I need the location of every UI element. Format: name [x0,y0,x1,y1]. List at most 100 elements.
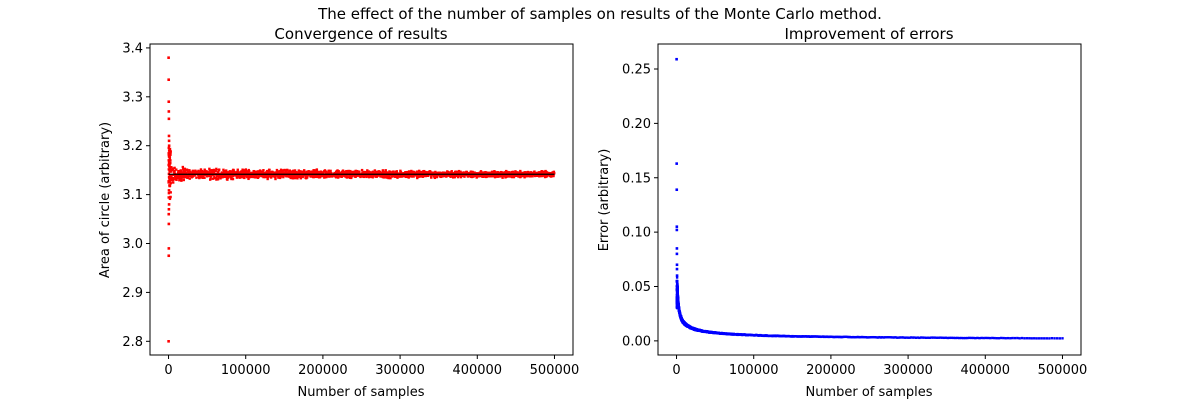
outlier-point [167,134,171,138]
data-point [477,175,480,178]
data-point [208,169,212,172]
data-point [863,335,866,339]
data-point [366,174,370,178]
data-point [289,175,293,179]
data-point [297,173,300,177]
data-point [188,177,191,180]
data-point [918,336,921,340]
data-point [496,175,500,178]
data-point [457,172,460,175]
outlier-point [167,212,171,216]
data-point [898,336,902,339]
data-point [288,169,292,172]
data-point [954,336,957,340]
data-point [464,172,468,175]
data-point [433,175,437,178]
data-point [242,173,245,177]
data-point [186,176,190,179]
data-point [485,175,488,178]
data-point [493,175,497,179]
outlier-point [167,203,171,206]
data-point [864,335,868,339]
data-point [167,153,171,156]
data-point [1016,336,1019,340]
data-point [1055,337,1059,340]
outlier-point [167,207,171,211]
data-point [199,168,203,171]
data-point [334,176,338,179]
data-point [1000,336,1003,340]
data-point [313,169,317,172]
data-point [434,170,437,174]
data-point [313,171,316,174]
data-point [391,174,395,177]
data-point [944,336,948,339]
data-point [357,173,360,177]
data-point [207,171,210,175]
data-point [545,171,549,175]
data-point [458,174,461,177]
data-point [392,172,395,175]
data-point [208,174,211,178]
data-point [228,175,231,178]
errors-xtick-label: 0 [672,363,680,378]
data-point [183,170,187,173]
data-point [916,336,919,339]
outlier-point [167,222,171,226]
data-point [220,171,224,174]
data-point [208,167,211,171]
data-point [475,176,478,179]
data-point [542,170,545,174]
data-point [360,168,364,172]
data-point [201,176,205,180]
data-point [513,172,517,175]
data-point [184,171,188,175]
data-point [235,171,239,174]
data-point [317,176,321,179]
data-point [351,171,354,174]
data-point [313,174,317,177]
data-point [1020,336,1024,340]
data-point [435,174,439,178]
data-point [875,336,878,339]
outlier-point [675,263,679,267]
data-point [982,336,985,340]
data-point [1037,337,1041,340]
data-point [282,174,285,177]
data-point [167,196,170,199]
data-point [852,335,855,339]
data-point [168,197,172,201]
data-point [244,168,247,171]
errors-ticks: 0 100000 200000 300000 400000 500000 0.00 0.05 0… [622,63,1087,378]
data-point [509,171,513,174]
data-point [850,336,854,339]
convergence-axes-frame [149,43,574,356]
errors-title: Improvement of errors [784,25,953,43]
data-point [367,170,371,173]
data-point [891,336,894,339]
data-point [321,171,325,174]
data-point [455,170,458,174]
data-point [377,170,381,173]
data-point [386,175,389,178]
data-point [867,336,870,339]
data-point [168,165,171,168]
convergence-ylabel: Area of circle (arbitrary) [98,122,113,278]
outlier-point [167,100,171,104]
data-point [310,170,314,173]
data-point [278,176,282,180]
data-point [676,286,679,289]
convergence-xtick-label: 200000 [298,363,348,378]
errors-xlabel: Number of samples [805,385,932,400]
data-point [183,169,187,172]
data-point [410,171,413,175]
data-point [245,170,248,173]
data-point [1006,336,1010,340]
data-point [275,172,278,175]
outlier-point [675,267,679,271]
data-point [312,174,315,177]
data-point [364,173,368,177]
data-point [487,171,491,175]
data-point [392,170,395,173]
